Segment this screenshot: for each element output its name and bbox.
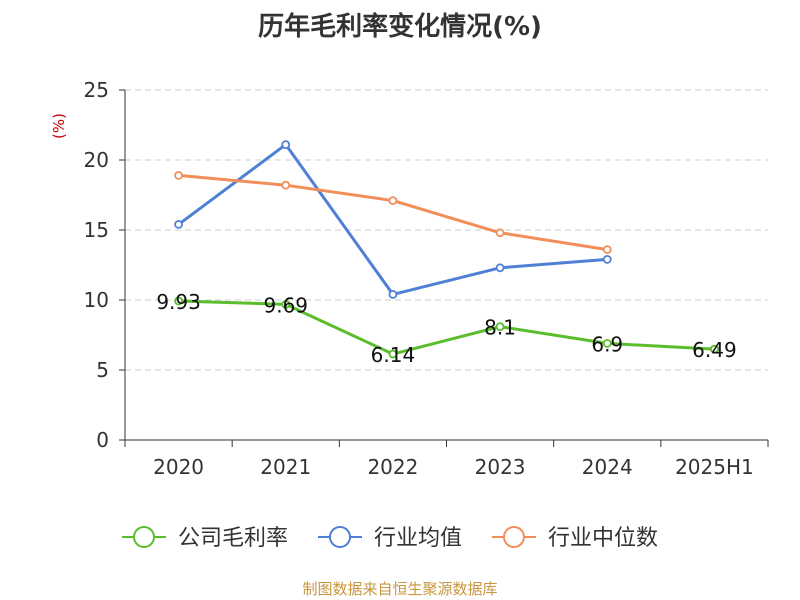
data-label: 6.9 bbox=[591, 332, 623, 356]
series-point-2 bbox=[388, 196, 398, 206]
series-point-2 bbox=[174, 170, 183, 180]
x-tick-label: 2020 bbox=[153, 455, 204, 479]
legend-marker-1 bbox=[329, 526, 351, 548]
legend-label: 行业中位数 bbox=[548, 526, 658, 551]
legend-marker-2 bbox=[503, 526, 525, 548]
series-layer bbox=[174, 140, 719, 359]
series-point-0 bbox=[602, 338, 612, 348]
x-tick-label: 2021 bbox=[260, 455, 311, 479]
label-layer: 9.93 9.69 6.14 8.1 6.9 6.49 bbox=[156, 290, 736, 367]
x-tick-label: 2025H1 bbox=[675, 455, 754, 479]
axis-layer: 0 5 10 15 20 25 2020 2021 2022 2023 2024 2025H1 (%) bbox=[50, 78, 769, 479]
series-point-1 bbox=[281, 140, 291, 150]
series-point-1 bbox=[495, 263, 505, 273]
series-point-0 bbox=[710, 344, 719, 354]
x-tick-label: 2024 bbox=[582, 455, 633, 479]
series-point-2 bbox=[495, 228, 505, 238]
series-point-0 bbox=[281, 299, 291, 309]
legend-label: 公司毛利率 bbox=[178, 526, 288, 551]
y-tick-label: 10 bbox=[84, 288, 109, 312]
y-tick-label: 5 bbox=[96, 358, 109, 382]
series-point-0 bbox=[495, 322, 505, 332]
data-label: 9.69 bbox=[263, 293, 308, 317]
y-tick-label: 20 bbox=[84, 148, 109, 172]
x-tick-label: 2023 bbox=[475, 455, 526, 479]
series-line-0 bbox=[178, 299, 715, 356]
series-point-0 bbox=[388, 349, 398, 359]
series-line-1 bbox=[177, 143, 608, 296]
grid-layer bbox=[125, 89, 768, 371]
data-label: 8.1 bbox=[484, 316, 516, 340]
series-point-1 bbox=[174, 219, 183, 229]
series-point-1 bbox=[602, 254, 612, 264]
chart-title: 历年毛利率变化情况(%) bbox=[258, 12, 542, 42]
footer-source: 制图数据来自恒生聚源数据库 bbox=[302, 580, 498, 598]
series-point-1 bbox=[388, 289, 398, 299]
y-tick-label: 0 bbox=[96, 428, 109, 452]
series-line-2 bbox=[178, 173, 608, 252]
data-label: 6.14 bbox=[371, 343, 416, 367]
series-point-2 bbox=[602, 245, 612, 255]
x-tick-label: 2022 bbox=[367, 455, 418, 479]
series-point-2 bbox=[281, 180, 291, 190]
data-label: 6.49 bbox=[692, 338, 737, 362]
legend-label: 行业均值 bbox=[374, 526, 462, 551]
legend: 公司毛利率 行业均值 行业中位数 bbox=[122, 526, 658, 551]
data-label: 9.93 bbox=[156, 290, 201, 314]
y-tick-label: 15 bbox=[84, 218, 109, 242]
legend-marker-0 bbox=[133, 526, 155, 548]
y-tick-label: 25 bbox=[84, 78, 109, 102]
y-axis-unit-label: (%) bbox=[50, 113, 68, 139]
series-point-0 bbox=[174, 296, 183, 306]
